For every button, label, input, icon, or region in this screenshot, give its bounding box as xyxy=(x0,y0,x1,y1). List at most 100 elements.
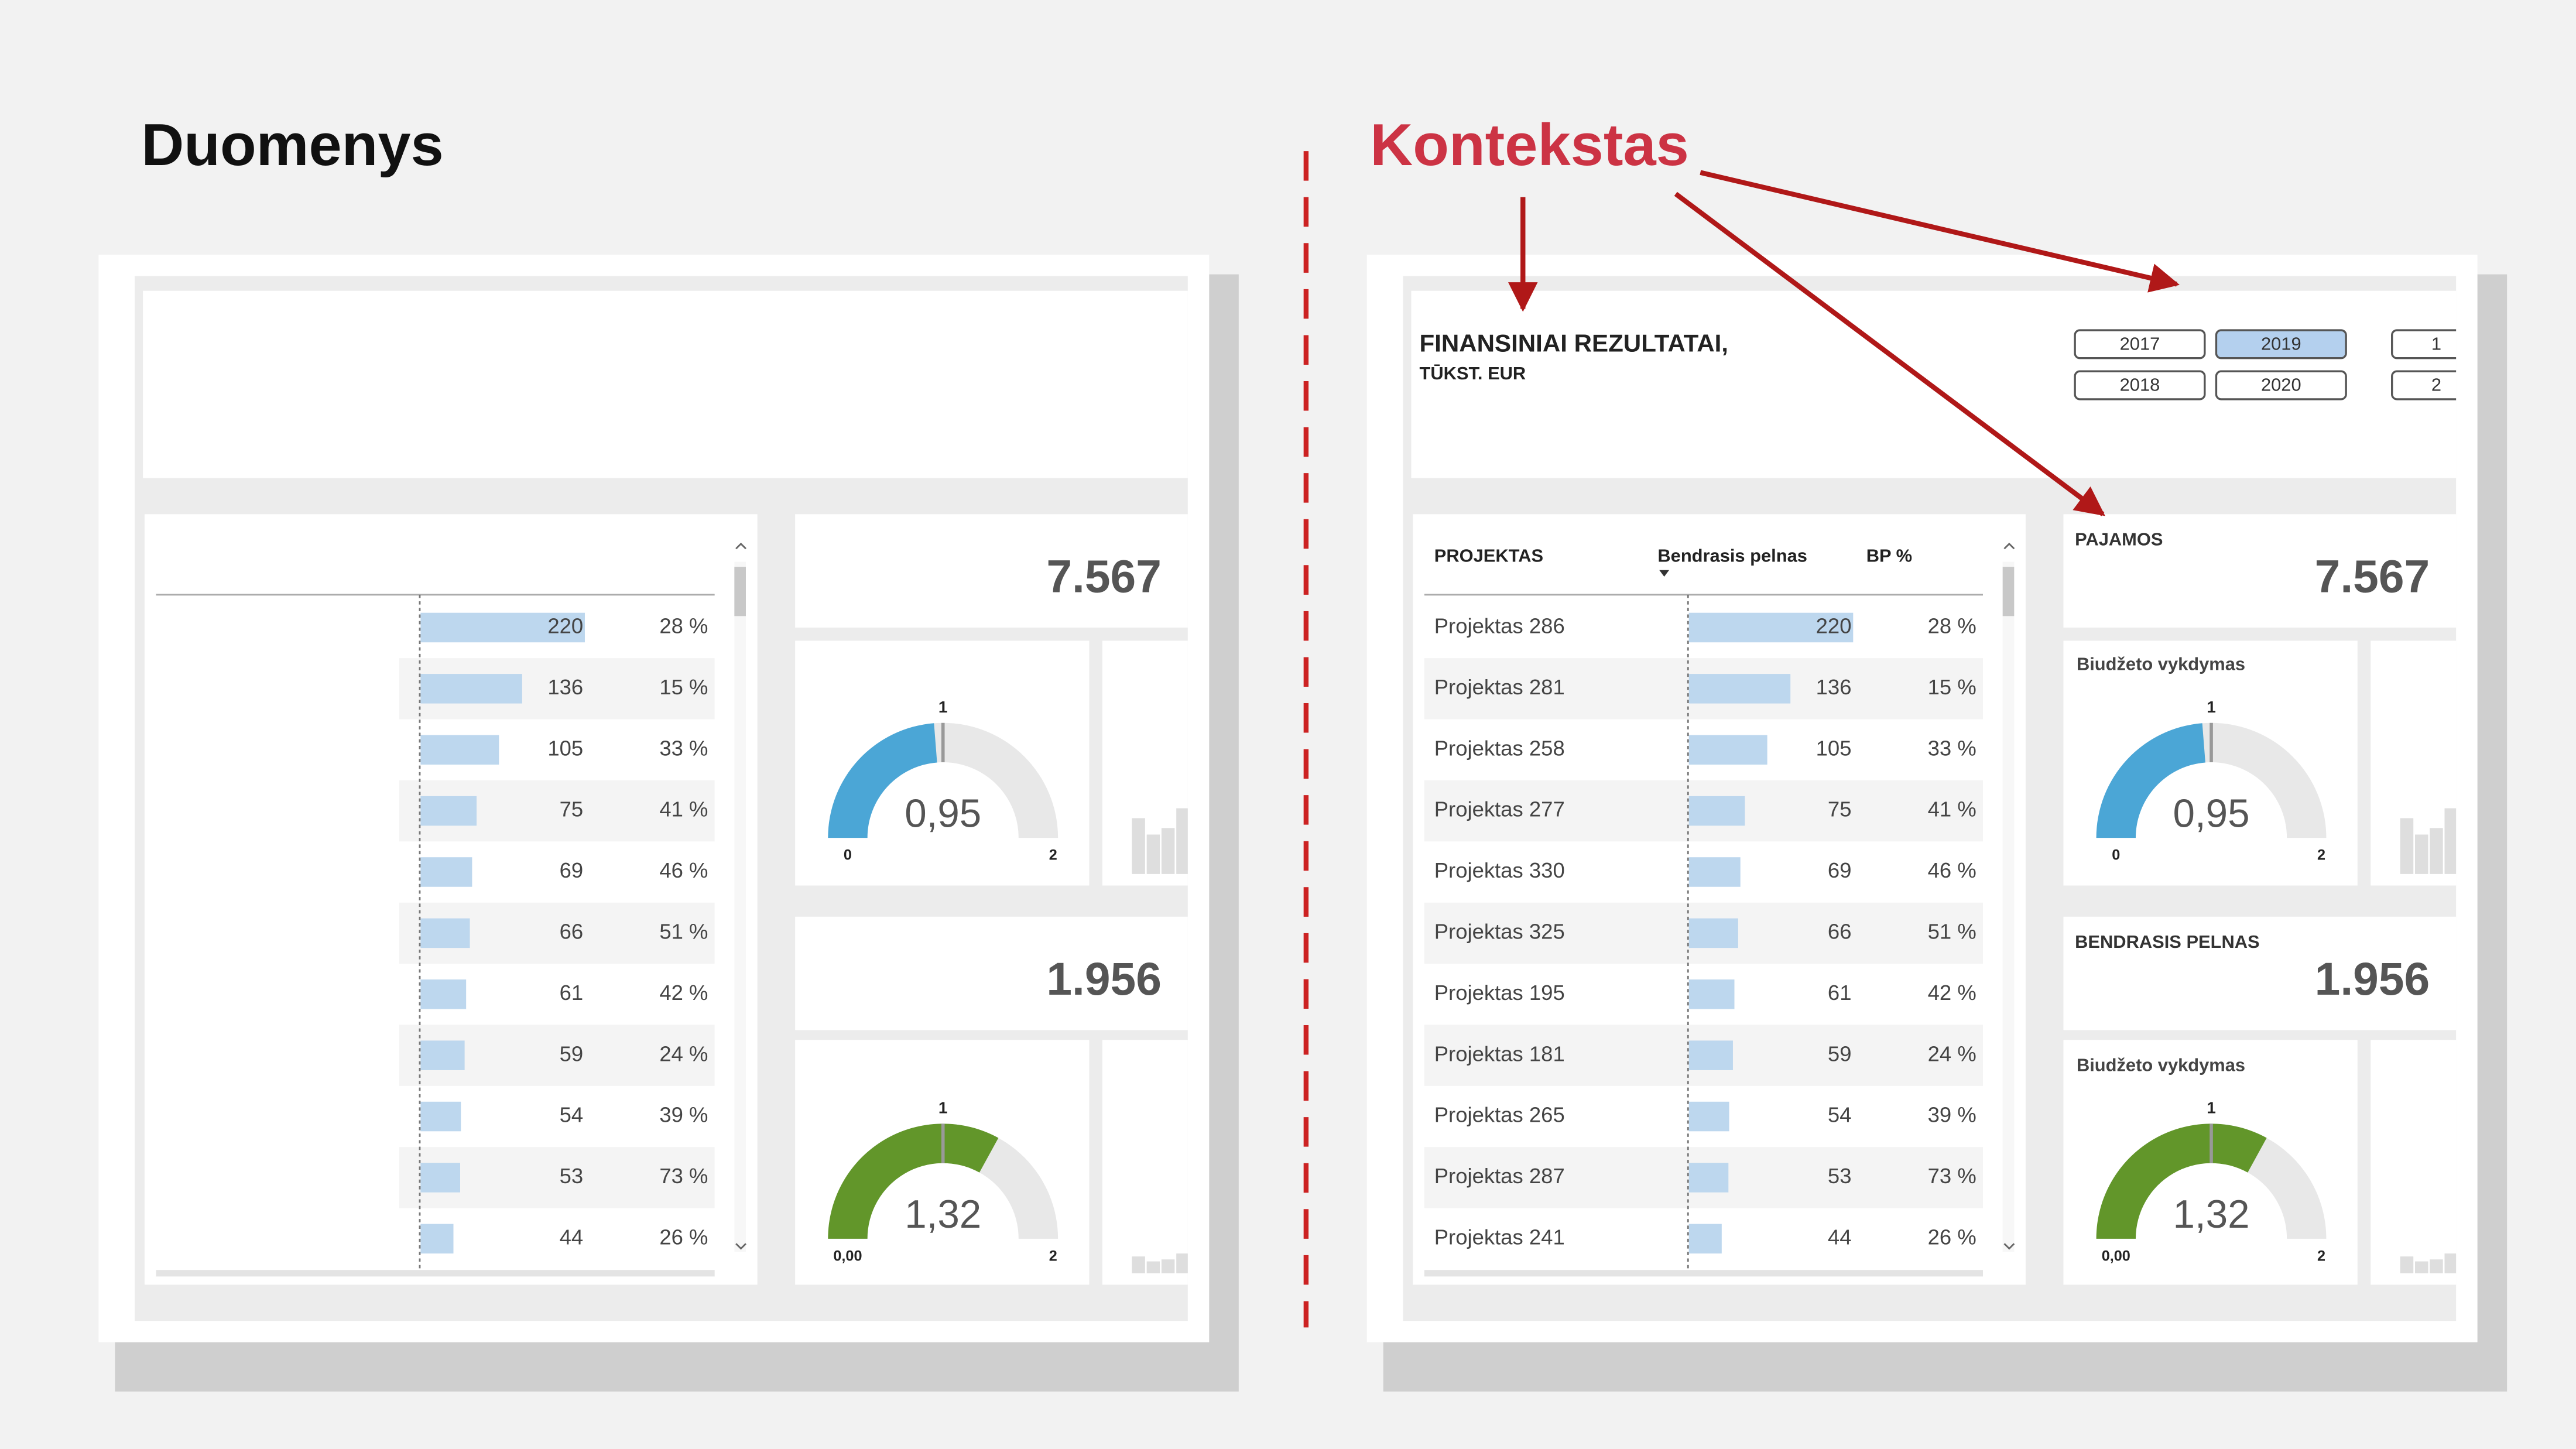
profit-bar xyxy=(1688,1040,1733,1070)
row-name: Projektas 286 xyxy=(1434,614,1565,638)
pct-value: 15 % xyxy=(1928,675,1976,699)
profit-value: 61 xyxy=(1828,981,1852,1005)
mini-bar xyxy=(1176,808,1188,874)
slicer-label[interactable]: 1 xyxy=(2431,333,2441,354)
profit-bar xyxy=(420,735,499,765)
year-button[interactable] xyxy=(2074,329,2206,359)
gauge-value xyxy=(828,1123,999,1239)
profit-bar xyxy=(1688,979,1735,1009)
pct-value: 24 % xyxy=(1928,1042,1976,1066)
pct-value: 26 % xyxy=(1928,1225,1976,1249)
pct-value: 42 % xyxy=(659,981,708,1005)
gauge-value xyxy=(2096,1123,2267,1239)
report: FINANSINIAI REZULTATAI, TŪKST. EUR 2017 201… xyxy=(1403,276,2491,1321)
scroll-track[interactable] xyxy=(734,561,746,1252)
profit-bar xyxy=(420,1040,465,1070)
profit-bar xyxy=(420,857,472,887)
year-label[interactable]: 2018 xyxy=(2120,375,2160,395)
slicer-button[interactable] xyxy=(2391,329,2491,359)
profit-bar xyxy=(1688,1163,1729,1193)
arrow xyxy=(1674,191,2105,516)
profit-bar xyxy=(1688,857,1741,887)
row-name: Projektas 241 xyxy=(1434,1225,1565,1249)
row-name: Projektas 258 xyxy=(1434,736,1565,760)
row-name: Projektas 265 xyxy=(1434,1103,1565,1127)
pct-value: 33 % xyxy=(1928,736,1976,760)
profit-value: 220 xyxy=(547,614,583,638)
row-name: Projektas 195 xyxy=(1434,981,1565,1005)
profit-value: 59 xyxy=(1828,1042,1852,1066)
mini-bar xyxy=(2415,834,2428,874)
year-label[interactable]: 2019 xyxy=(2261,333,2301,354)
mini-bar xyxy=(1146,1261,1160,1273)
profit-bar xyxy=(1688,1101,1729,1132)
slicer-button[interactable] xyxy=(2391,370,2491,400)
profit-value: 136 xyxy=(1816,675,1852,699)
row-name: Projektas 277 xyxy=(1434,797,1565,821)
gauge-value-label: 0,95 xyxy=(2173,792,2250,835)
table-footer xyxy=(1424,1270,1983,1277)
gauge-target-label: 1 xyxy=(938,1099,948,1117)
sort-icon xyxy=(1659,570,1670,577)
scroll-up[interactable] xyxy=(735,542,746,550)
gauge-min: 0,00 xyxy=(833,1248,862,1264)
profit-value: 66 xyxy=(560,920,584,944)
mini-bar xyxy=(2444,808,2457,874)
pct-value: 41 % xyxy=(659,797,708,821)
mini-bar xyxy=(2400,818,2414,874)
gauge-card xyxy=(795,640,1090,886)
scroll-thumb[interactable] xyxy=(2002,567,2015,616)
profit-value: 53 xyxy=(1828,1164,1852,1188)
profit-value: 44 xyxy=(1828,1225,1852,1249)
row-name: Projektas 325 xyxy=(1434,920,1565,944)
profit-bar xyxy=(1688,796,1745,826)
scroll-thumb[interactable] xyxy=(734,567,746,616)
gauge-max: 2 xyxy=(2317,847,2325,864)
profit-bar xyxy=(420,979,467,1009)
report-subtitle: TŪKST. EUR xyxy=(1419,363,1526,383)
column-header[interactable]: PROJEKTAS xyxy=(1434,545,1543,566)
scroll-up[interactable] xyxy=(2003,542,2015,550)
gauge-min: 0 xyxy=(844,847,852,864)
scroll-track[interactable] xyxy=(2002,561,2015,1252)
gauge-max: 2 xyxy=(1049,847,1057,864)
kpi-value: 1.956 xyxy=(2315,953,2430,1005)
mini-bar xyxy=(1132,818,1145,874)
year-label[interactable]: 2020 xyxy=(2261,375,2301,395)
profit-bar xyxy=(420,918,470,948)
report-title: FINANSINIAI REZULTATAI, xyxy=(1419,329,1728,357)
pct-value: 73 % xyxy=(1928,1164,1976,1188)
year-button[interactable] xyxy=(2215,370,2347,400)
profit-value: 136 xyxy=(547,675,583,699)
kpi-card xyxy=(795,514,1188,628)
pct-value: 73 % xyxy=(659,1164,708,1188)
panels: 220 28 %136 15 %105 33 %75 41 %69 46 %66 51 %6… xyxy=(98,254,2508,1392)
mini-bar xyxy=(2430,828,2443,874)
mini-bar xyxy=(1176,1253,1188,1273)
profit-bar xyxy=(1688,674,1791,704)
mini-bar xyxy=(2430,1259,2443,1273)
gauge-target-label: 1 xyxy=(938,698,948,716)
profit-value: 54 xyxy=(1828,1103,1852,1127)
mini-bar xyxy=(1161,1259,1175,1273)
gauge-target-label: 1 xyxy=(2207,698,2216,716)
year-button[interactable] xyxy=(2215,329,2347,359)
gauge-value xyxy=(828,723,937,838)
profit-bar xyxy=(420,1163,460,1193)
gauge-target-label: 1 xyxy=(2207,1099,2216,1117)
mini-bar xyxy=(1161,828,1175,874)
slicer-label[interactable]: 2 xyxy=(2431,375,2441,395)
year-button[interactable] xyxy=(2074,370,2206,400)
pct-value: 28 % xyxy=(1928,614,1976,638)
kpi-card xyxy=(795,916,1188,1030)
scroll-down[interactable] xyxy=(2003,1243,2015,1250)
column-header[interactable]: BP % xyxy=(1866,545,1912,566)
column-header[interactable]: Bendrasis pelnas xyxy=(1657,545,1807,566)
scroll-down[interactable] xyxy=(735,1243,746,1250)
mini-bar xyxy=(2444,1253,2457,1273)
profit-value: 105 xyxy=(1816,736,1852,760)
year-label[interactable]: 2017 xyxy=(2120,333,2160,354)
kpi-label: BENDRASIS PELNAS xyxy=(2075,931,2260,952)
gauge-title: Biudžeto vykdymas xyxy=(2077,654,2245,674)
